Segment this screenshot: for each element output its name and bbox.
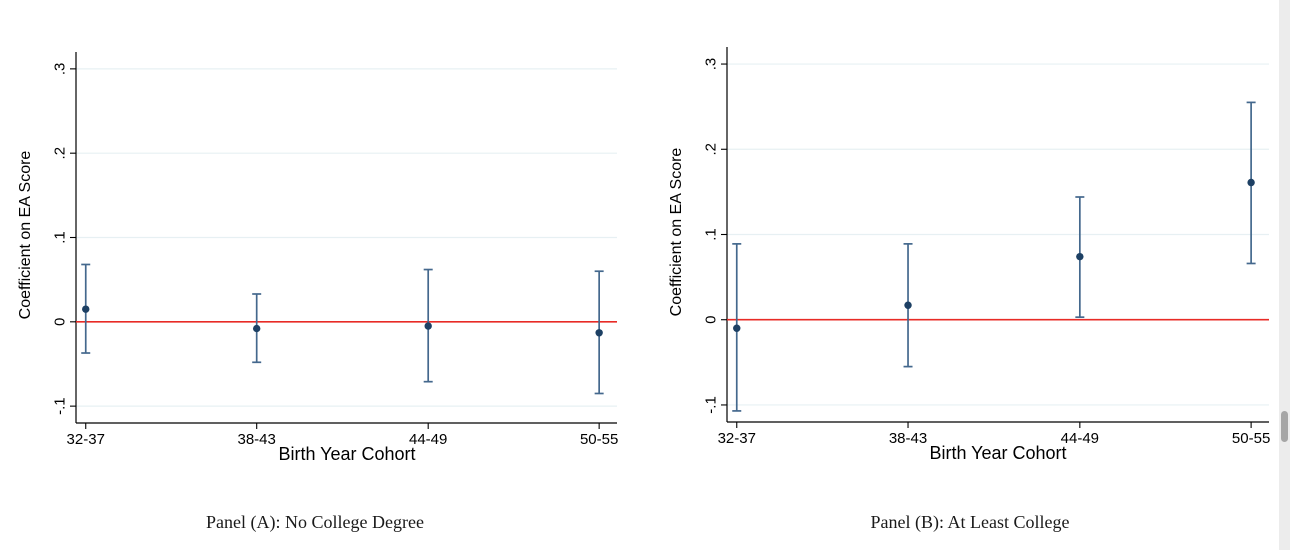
y-tick-label: .3	[703, 58, 720, 71]
point-estimate-marker	[1247, 178, 1255, 187]
y-tick-label: .2	[703, 143, 720, 156]
y-tick-label: .2	[52, 147, 69, 160]
point-estimate-marker	[252, 324, 261, 333]
panel-b-y-axis-title: Coefficient on EA Score	[668, 147, 685, 317]
point-estimate-marker	[904, 301, 912, 309]
x-tick-label: 38-43	[889, 430, 927, 447]
point-estimate-marker	[595, 329, 603, 337]
y-tick-label: .1	[703, 228, 720, 241]
y-tick-label: 0	[52, 318, 69, 326]
x-tick-label: 32-37	[67, 431, 105, 448]
x-tick-label: 50-55	[1232, 430, 1270, 447]
x-tick-label: 44-49	[1061, 430, 1099, 447]
panel-b-plot: -.1 0 .1 .2 .3 32-37 38-43 44-49 50-55	[703, 47, 1270, 447]
y-tick-label: .1	[52, 231, 69, 244]
point-estimate-marker	[424, 322, 432, 330]
y-tick-label: .3	[52, 63, 69, 76]
panel-b-x-axis-title: Birth Year Cohort	[929, 443, 1067, 463]
x-tick-label: 44-49	[409, 431, 447, 448]
panel-a-caption: Panel (A): No College Degree	[206, 512, 424, 532]
panel-a-x-axis-title: Birth Year Cohort	[278, 444, 416, 464]
point-estimate-marker	[733, 324, 741, 332]
panel-a-y-axis-title: Coefficient on EA Score	[17, 150, 34, 320]
panel-a-plot: -.1 0 .1 .2 .3 32-37 38-43 44-49 50-55	[52, 52, 618, 448]
x-tick-label: 32-37	[718, 430, 756, 447]
point-estimate-marker	[1076, 252, 1084, 261]
y-tick-label: -.1	[703, 396, 720, 414]
x-tick-label: 50-55	[580, 431, 618, 448]
scrollbar-track[interactable]	[1279, 0, 1290, 550]
y-tick-label: 0	[703, 316, 720, 324]
point-estimate-marker	[82, 305, 90, 313]
panel-b-caption: Panel (B): At Least College	[870, 512, 1070, 532]
scrollbar-thumb[interactable]	[1281, 411, 1288, 442]
x-tick-label: 38-43	[238, 431, 276, 448]
y-tick-label: -.1	[52, 397, 69, 415]
